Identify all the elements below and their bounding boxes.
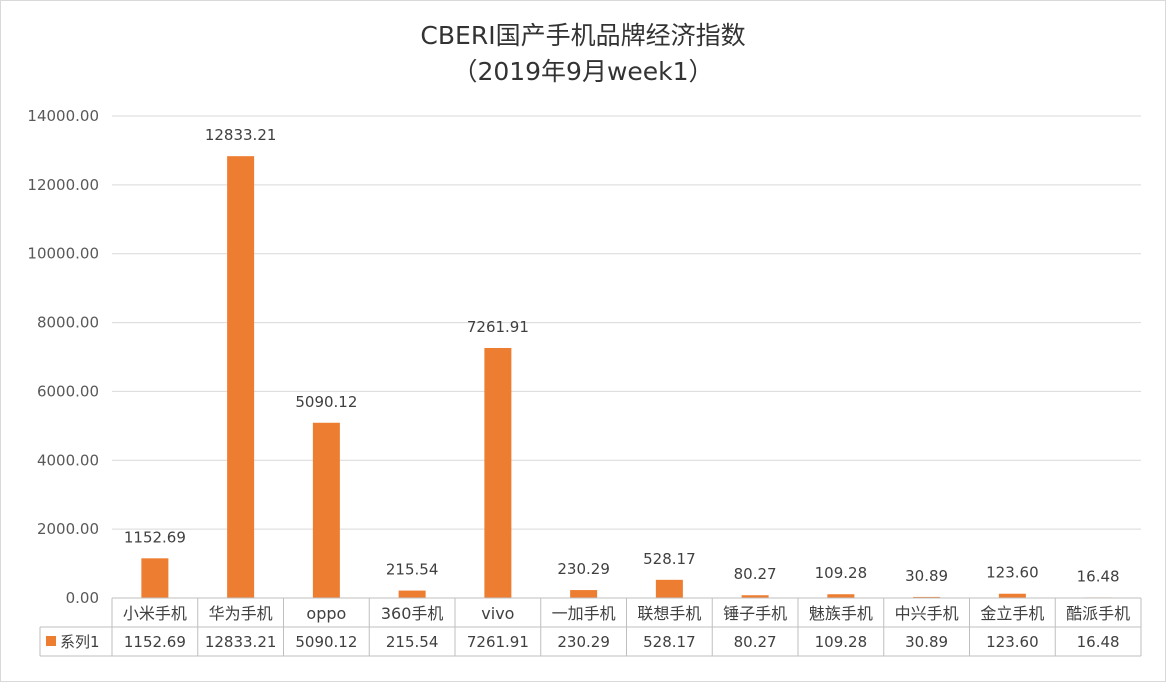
category-label: 中兴手机: [895, 604, 959, 623]
data-label: 12833.21: [205, 126, 277, 144]
y-tick-label: 14000.00: [27, 107, 99, 125]
bar: [570, 590, 598, 598]
bar: [398, 590, 426, 598]
data-label: 5090.12: [295, 393, 357, 411]
category-label: 360手机: [381, 604, 444, 623]
bar: [655, 579, 683, 598]
table-value-cell: 7261.91: [467, 633, 529, 651]
y-tick-label: 10000.00: [27, 245, 99, 263]
table-value-cell: 528.17: [643, 633, 696, 651]
category-label: 小米手机: [123, 604, 187, 623]
legend-series-name: 系列1: [60, 633, 100, 651]
data-label: 230.29: [557, 560, 610, 578]
table-value-cell: 1152.69: [124, 633, 186, 651]
category-label: 联想手机: [637, 604, 701, 623]
data-label: 109.28: [815, 564, 868, 582]
bars: [141, 156, 1112, 599]
category-label: 酷派手机: [1066, 604, 1130, 623]
data-label: 7261.91: [467, 318, 529, 336]
y-tick-label: 12000.00: [27, 176, 99, 194]
y-tick-label: 2000.00: [37, 520, 99, 538]
category-label: 魅族手机: [809, 604, 873, 623]
table-value-cell: 12833.21: [205, 633, 277, 651]
category-label: oppo: [306, 604, 346, 623]
y-tick-label: 0.00: [66, 589, 99, 607]
bar: [227, 156, 255, 599]
data-labels: 1152.69 12833.21 5090.12 215.54 7261.91 230.2…: [124, 126, 1120, 585]
table-value-cell: 80.27: [734, 633, 777, 651]
data-label: 16.48: [1077, 567, 1120, 585]
table-value-cell: 30.89: [905, 633, 948, 651]
y-tick-label: 8000.00: [37, 314, 99, 332]
category-label: 一加手机: [552, 604, 616, 623]
chart-title: CBERI国产手机品牌经济指数: [420, 21, 745, 50]
data-label: 215.54: [386, 561, 439, 579]
y-tick-label: 6000.00: [37, 382, 99, 400]
category-label: 华为手机: [209, 604, 273, 623]
category-label: 金立手机: [980, 604, 1044, 623]
category-label: vivo: [481, 604, 514, 623]
table-value-cell: 5090.12: [295, 633, 357, 651]
data-label: 1152.69: [124, 528, 186, 546]
data-label: 123.60: [986, 564, 1039, 582]
data-table: 小米手机 华为手机 oppo 360手机 vivo 一加手机 联想手机 锤子手机 魅族手机 中兴手…: [39, 597, 1142, 657]
bar: [312, 422, 340, 598]
table-value-cell: 215.54: [386, 633, 439, 651]
table-value-cell: 123.60: [986, 633, 1039, 651]
data-label: 80.27: [734, 565, 777, 583]
y-tick-label: 4000.00: [37, 451, 99, 469]
table-value-cell: 16.48: [1077, 633, 1120, 651]
data-label: 528.17: [643, 550, 696, 568]
chart-subtitle: （2019年9月week1）: [452, 57, 713, 86]
bar: [913, 596, 941, 598]
table-value-cell: 109.28: [815, 633, 868, 651]
bar: [998, 593, 1026, 598]
data-label: 30.89: [905, 567, 948, 585]
bar: [741, 595, 769, 598]
bar: [141, 558, 169, 598]
legend-swatch: [46, 636, 56, 646]
category-label: 锤子手机: [723, 604, 787, 623]
bar: [484, 347, 512, 598]
y-axis-ticks: 0.00 2000.00 4000.00 6000.00 8000.00 10000.00…: [27, 107, 99, 607]
gridlines: [112, 115, 1141, 530]
bar: [827, 594, 855, 598]
table-value-cell: 230.29: [557, 633, 610, 651]
